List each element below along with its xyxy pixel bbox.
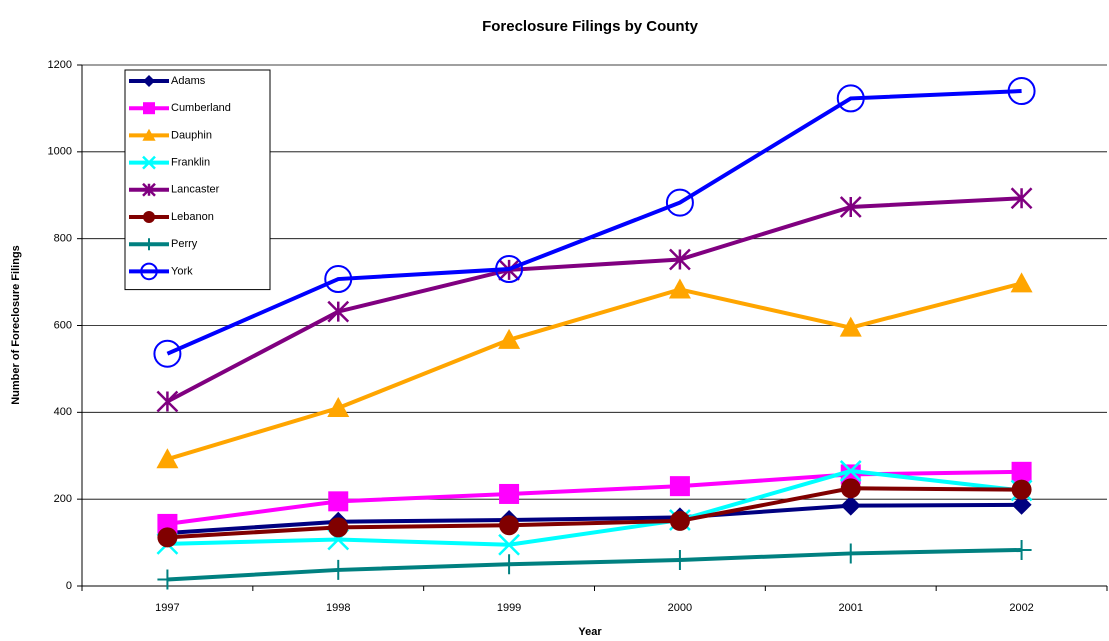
series-line: [167, 502, 1022, 536]
legend-label: Adams: [171, 75, 206, 87]
x-axis-title: Year: [578, 626, 602, 638]
series-line: [167, 547, 1022, 582]
legend-label: Perry: [171, 238, 198, 250]
legend-label: Cumberland: [171, 102, 231, 114]
y-tick-label: 1000: [48, 146, 72, 158]
marker: [499, 554, 520, 575]
marker: [142, 155, 156, 170]
marker: [324, 265, 353, 294]
x-tick-label: 2000: [668, 602, 692, 614]
marker: [840, 478, 861, 499]
marker: [668, 278, 691, 299]
marker: [669, 549, 690, 570]
marker: [142, 182, 156, 197]
chart-title: Foreclosure Filings by County: [482, 18, 699, 35]
marker: [840, 495, 861, 516]
marker: [665, 188, 694, 217]
legend-label: Dauphin: [171, 129, 212, 141]
series-line: [167, 468, 1022, 547]
y-tick-label: 800: [54, 233, 72, 245]
series-line: [166, 281, 1023, 462]
legend-label: Franklin: [171, 157, 210, 169]
marker: [669, 510, 690, 531]
marker: [143, 238, 155, 251]
marker: [499, 483, 520, 504]
series-line: [167, 469, 1022, 526]
series-line: [166, 89, 1022, 356]
y-tick-label: 1200: [48, 59, 72, 71]
y-axis-title: Number of Foreclosure Filings: [10, 245, 22, 405]
marker: [839, 196, 862, 218]
marker: [143, 211, 155, 223]
marker: [1010, 272, 1033, 293]
marker: [1011, 479, 1032, 500]
marker: [499, 515, 520, 536]
marker: [839, 460, 862, 482]
marker: [669, 248, 691, 271]
x-tick-label: 1998: [326, 602, 350, 614]
y-tick-label: 600: [54, 319, 72, 331]
marker: [157, 569, 178, 590]
marker: [156, 390, 179, 413]
marker: [143, 102, 155, 115]
series-line: [167, 486, 1022, 540]
marker: [495, 255, 524, 284]
x-tick-label: 1997: [155, 602, 179, 614]
marker: [143, 75, 155, 87]
marker: [839, 316, 862, 337]
x-tick-label: 1999: [497, 602, 521, 614]
marker: [328, 559, 349, 580]
legend-label: Lebanon: [171, 211, 214, 223]
marker: [840, 464, 861, 485]
marker: [836, 84, 865, 113]
marker: [156, 448, 179, 469]
marker: [1011, 539, 1032, 560]
marker: [1010, 187, 1033, 210]
x-tick-label: 2001: [839, 602, 863, 614]
marker: [153, 339, 182, 368]
marker: [328, 491, 349, 512]
legend-label: Lancaster: [171, 184, 220, 196]
series-line: [166, 196, 1022, 404]
marker: [142, 128, 156, 141]
marker: [1011, 461, 1032, 482]
marker: [328, 517, 349, 538]
y-tick-label: 0: [66, 580, 72, 592]
marker: [1011, 494, 1032, 515]
marker: [498, 328, 521, 349]
y-tick-label: 200: [54, 493, 72, 505]
marker: [157, 527, 178, 548]
marker: [327, 396, 350, 417]
marker: [140, 262, 158, 281]
y-tick-label: 400: [54, 406, 72, 418]
marker: [1007, 77, 1036, 106]
marker: [669, 476, 690, 497]
marker: [840, 543, 861, 564]
x-tick-label: 2002: [1009, 602, 1033, 614]
marker: [327, 300, 350, 323]
legend-label: York: [171, 265, 193, 277]
marker: [498, 533, 520, 556]
